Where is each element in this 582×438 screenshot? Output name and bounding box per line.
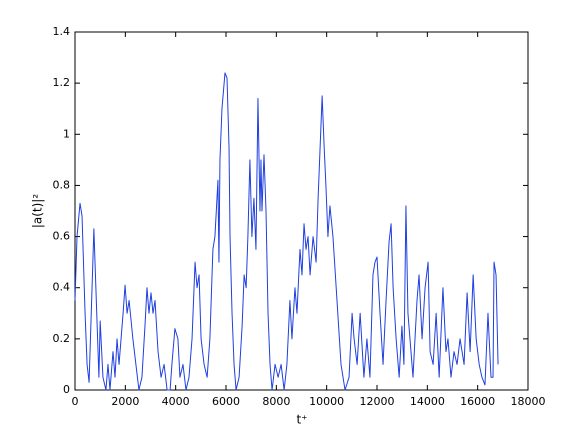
y-tick-label: 0.2	[53, 332, 71, 345]
x-tick-label: 18000	[511, 395, 546, 408]
x-tick-label: 14000	[410, 395, 445, 408]
x-tick-label: 12000	[360, 395, 395, 408]
plot-frame	[74, 31, 529, 391]
x-tick-label: 2000	[111, 395, 139, 408]
y-tick-label: 1	[63, 127, 70, 140]
x-axis-label: t⁺	[296, 413, 307, 427]
y-tick-label: 1.2	[53, 76, 71, 89]
y-tick-label: 1.4	[53, 25, 71, 38]
x-tick-label: 0	[72, 395, 79, 408]
y-axis-label: |a(t)|²	[31, 194, 45, 229]
x-tick-label: 10000	[309, 395, 344, 408]
x-tick-label: 16000	[460, 395, 495, 408]
y-tick-label: 0.4	[53, 281, 71, 294]
x-tick-label: 6000	[212, 395, 240, 408]
y-tick-label: 0	[63, 383, 70, 396]
y-tick-label: 0.6	[53, 230, 71, 243]
x-tick-label: 4000	[162, 395, 190, 408]
x-tick-label: 8000	[262, 395, 290, 408]
y-tick-label: 0.8	[53, 178, 71, 191]
data-line	[74, 72, 499, 391]
